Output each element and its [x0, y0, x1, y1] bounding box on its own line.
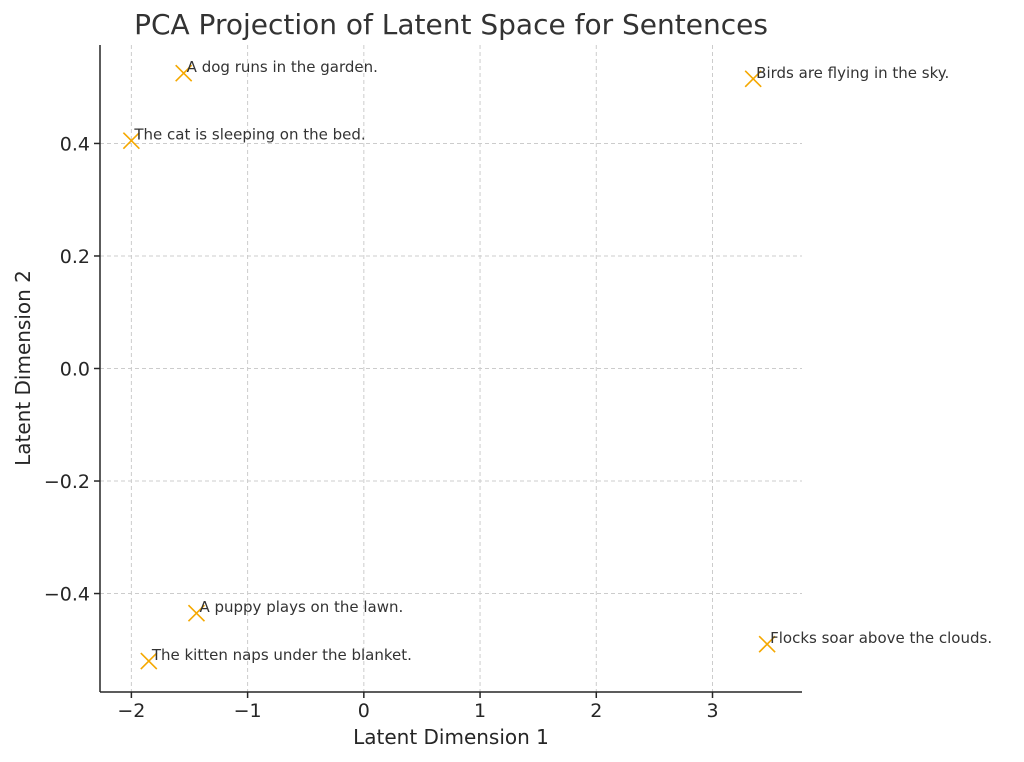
y-tick-label: 0.4 [60, 133, 90, 155]
x-tick-label: 1 [474, 700, 486, 722]
point-label: A dog runs in the garden. [187, 58, 378, 76]
x-tick-label: −2 [117, 700, 145, 722]
x-tick-label: −1 [234, 700, 262, 722]
y-tick-label: −0.2 [44, 471, 90, 493]
y-axis-label: Latent Dimension 2 [11, 270, 35, 466]
point-label: The kitten naps under the blanket. [151, 646, 412, 664]
data-point: The kitten naps under the blanket. [140, 646, 412, 670]
point-label: Birds are flying in the sky. [756, 64, 949, 82]
x-tick-label: 2 [590, 700, 602, 722]
data-points: The cat is sleeping on the bed. A dog run… [122, 58, 992, 670]
x-marker [140, 652, 158, 670]
y-tick-label: 0.0 [60, 359, 90, 381]
x-tick-label: 3 [706, 700, 718, 722]
y-tick-label: −0.4 [44, 584, 90, 606]
data-point: The cat is sleeping on the bed. [122, 126, 366, 150]
data-point: A puppy plays on the lawn. [187, 598, 403, 622]
x-tick-label: 0 [358, 700, 370, 722]
x-marker [758, 635, 776, 653]
point-label: Flocks soar above the clouds. [770, 629, 992, 647]
point-label: A puppy plays on the lawn. [199, 598, 403, 616]
x-marker [175, 64, 193, 82]
x-axis-label: Latent Dimension 1 [353, 725, 549, 749]
point-label: The cat is sleeping on the bed. [133, 126, 365, 144]
grid [100, 45, 802, 692]
x-marker [187, 604, 206, 622]
data-point: Birds are flying in the sky. [744, 64, 949, 88]
ticks: −2 −1 0 1 2 3 −0.4 −0.2 0.0 0.2 0.4 [44, 133, 719, 722]
data-point: Flocks soar above the clouds. [758, 629, 992, 653]
y-tick-label: 0.2 [60, 246, 90, 268]
x-marker [744, 70, 762, 88]
x-marker [122, 132, 140, 150]
chart-title: PCA Projection of Latent Space for Sente… [134, 8, 768, 41]
data-point: A dog runs in the garden. [175, 58, 378, 82]
